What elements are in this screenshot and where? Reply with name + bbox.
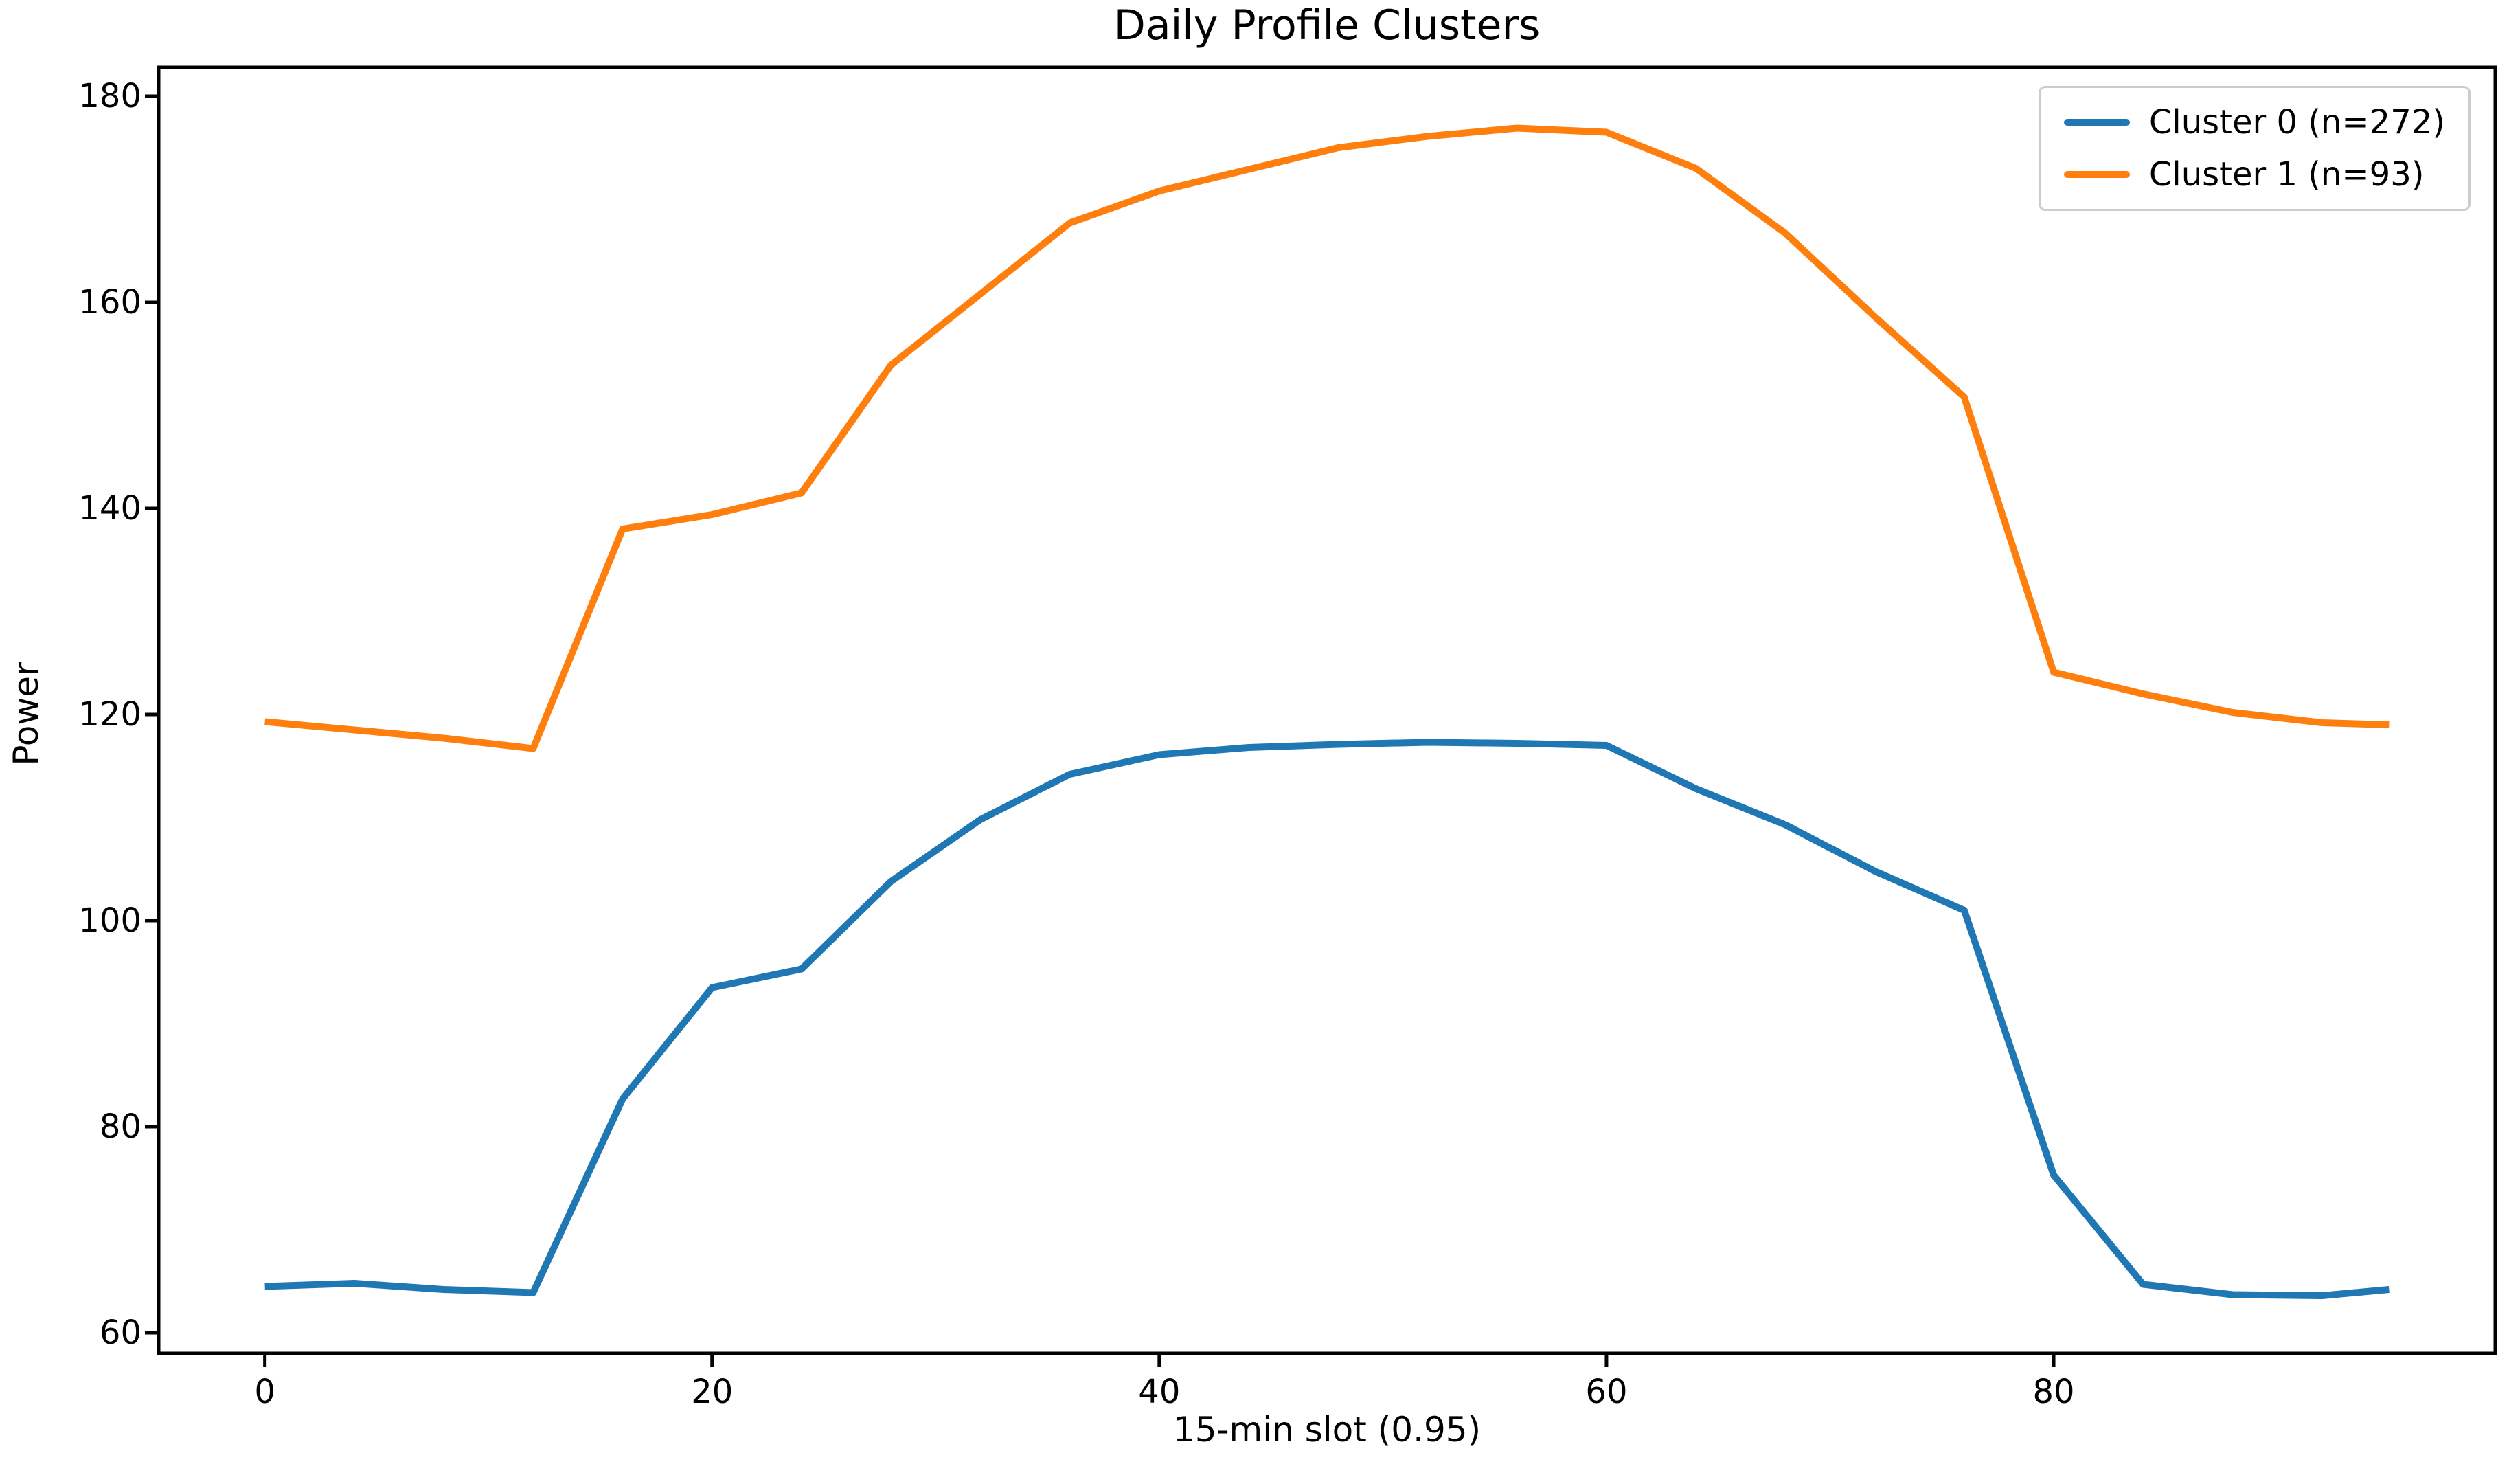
x-axis-label: 15-min slot (0.95)	[1172, 1410, 1482, 1450]
y-tick-label: 160	[78, 283, 141, 322]
y-tick-label: 140	[78, 489, 141, 528]
y-tick-label: 60	[99, 1314, 141, 1352]
y-tick-label: 180	[78, 77, 141, 115]
series-line-1	[264, 124, 2390, 752]
axes-frame	[157, 65, 2497, 1355]
y-tick-label: 80	[99, 1107, 141, 1146]
legend-line-swatch	[2063, 119, 2130, 126]
x-tick-label: 0	[254, 1373, 275, 1411]
x-tick-label: 20	[691, 1373, 734, 1411]
y-tick-label: 100	[78, 901, 141, 940]
legend: Cluster 0 (n=272) Cluster 1 (n=93)	[2038, 86, 2471, 211]
x-tick-label: 60	[1585, 1373, 1628, 1411]
y-tick-label: 120	[78, 695, 141, 734]
x-tick-label: 40	[1138, 1373, 1181, 1411]
legend-item-0: Cluster 0 (n=272)	[2063, 103, 2445, 142]
legend-line-swatch	[2063, 171, 2130, 178]
chart-title: Daily Profile Clusters	[1113, 1, 1541, 49]
legend-label: Cluster 0 (n=272)	[2148, 103, 2445, 142]
series-line-0	[264, 739, 2390, 1299]
legend-label: Cluster 1 (n=93)	[2148, 155, 2425, 194]
legend-item-1: Cluster 1 (n=93)	[2063, 155, 2445, 194]
x-tick-label: 80	[2032, 1373, 2075, 1411]
